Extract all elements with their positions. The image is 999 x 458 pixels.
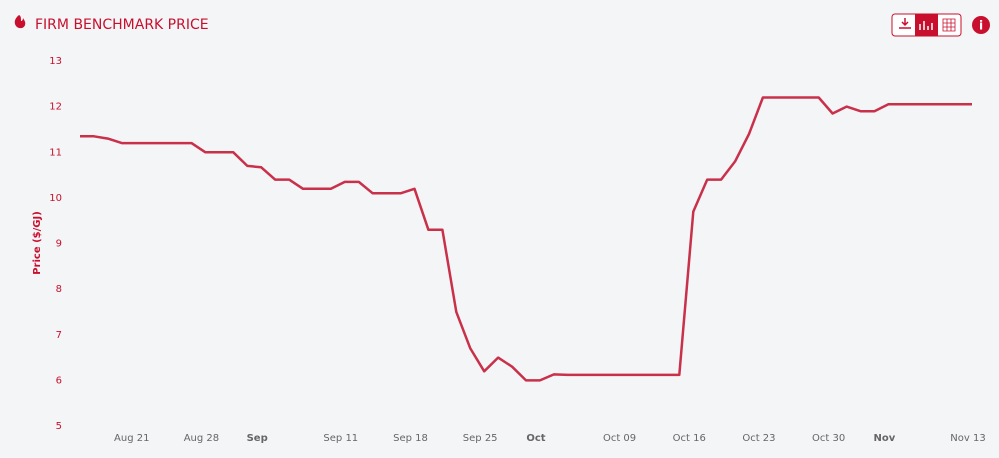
x-tick-label: Oct 16 (673, 433, 706, 444)
y-tick-label: 7 (56, 330, 62, 341)
price-line (80, 96, 972, 382)
x-tick-label: Sep 25 (463, 433, 498, 444)
x-tick-label: Oct (526, 433, 545, 444)
chart-title: FIRM BENCHMARK PRICE (35, 17, 209, 33)
toolbar[interactable] (891, 13, 962, 37)
download-button[interactable] (899, 18, 911, 29)
chart-view-button[interactable] (915, 14, 938, 36)
y-axis-label: Price ($/GJ) (32, 211, 43, 275)
x-tick-label: Oct 30 (812, 433, 845, 444)
y-tick-label: 13 (49, 56, 62, 67)
y-tick-label: 10 (49, 193, 62, 204)
info-button[interactable] (972, 16, 990, 34)
y-tick-label: 6 (56, 375, 62, 386)
x-tick-label: Aug 21 (114, 433, 149, 444)
x-tick-label: Oct 09 (603, 433, 636, 444)
chart-icon (919, 21, 933, 30)
y-tick-label: 5 (56, 421, 62, 432)
x-tick-label: Sep 11 (323, 433, 358, 444)
y-tick-label: 12 (49, 102, 62, 113)
table-button[interactable] (942, 18, 956, 32)
y-tick-label: 8 (56, 284, 62, 295)
x-tick-label: Sep 18 (393, 433, 428, 444)
x-tick-label: Nov (873, 433, 895, 444)
y-tick-label: 9 (56, 239, 62, 250)
x-tick-label: Oct 23 (742, 433, 775, 444)
flame-icon (14, 15, 26, 29)
x-tick-label: Aug 28 (184, 433, 219, 444)
info-icon: i (979, 19, 983, 33)
y-tick-label: 11 (49, 147, 62, 158)
x-tick-label: Sep (247, 433, 268, 444)
x-tick-label: Nov 13 (950, 433, 985, 444)
